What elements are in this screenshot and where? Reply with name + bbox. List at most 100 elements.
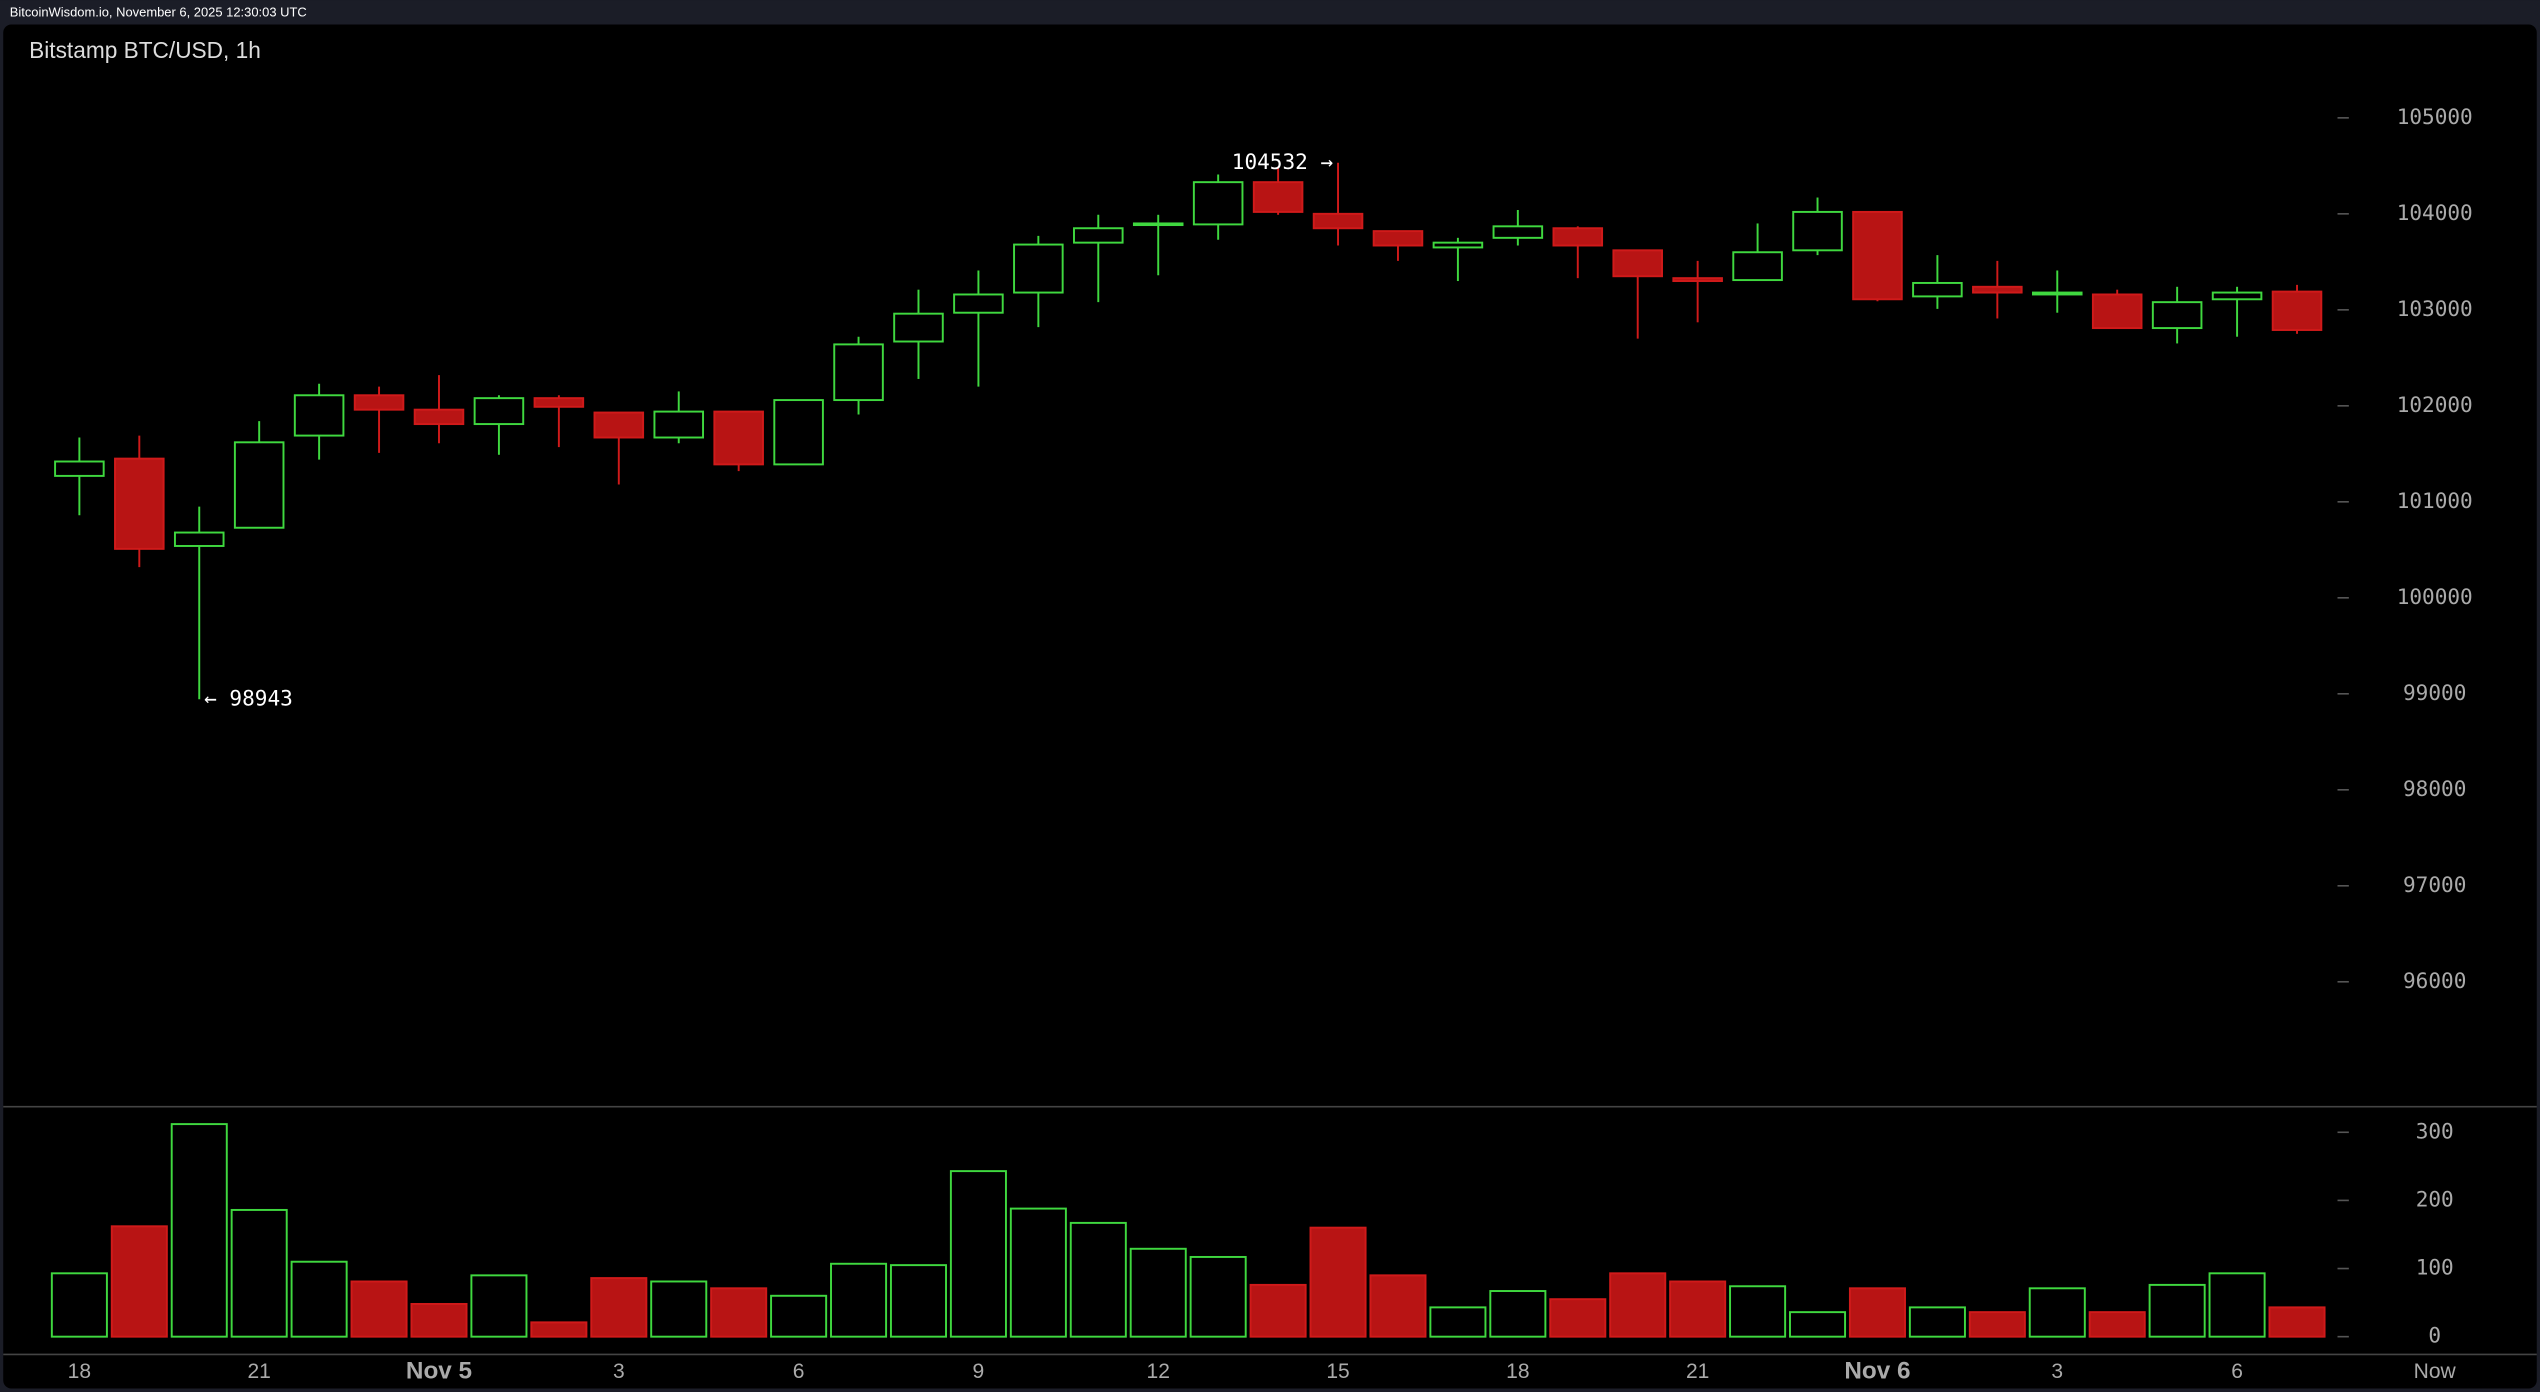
x-tick-label: 12 bbox=[1147, 1360, 1170, 1383]
candle-body bbox=[54, 460, 105, 477]
candle-body bbox=[2271, 290, 2323, 331]
volume-bar bbox=[1729, 1285, 1787, 1338]
candle-body bbox=[533, 397, 585, 408]
candle-body bbox=[833, 343, 884, 402]
volume-bar bbox=[1129, 1247, 1187, 1338]
volume-bar bbox=[1249, 1283, 1307, 1338]
candle-body bbox=[1492, 225, 1544, 239]
volume-bar bbox=[1369, 1274, 1427, 1338]
chart-title: Bitstamp BTC/USD, 1h bbox=[29, 37, 261, 63]
volume-bar bbox=[1848, 1287, 1906, 1338]
volume-bar bbox=[949, 1170, 1007, 1338]
candle-body bbox=[2032, 291, 2083, 296]
candle-body bbox=[953, 293, 1004, 314]
low-annotation: ← 98943 bbox=[204, 685, 293, 710]
y-tick-label: 102000 bbox=[2397, 392, 2473, 417]
candle-body bbox=[1132, 222, 1184, 227]
volume-bar bbox=[1669, 1280, 1727, 1338]
candle-body bbox=[1972, 285, 2023, 294]
candle-body bbox=[114, 457, 165, 550]
volume-bar bbox=[650, 1280, 708, 1338]
volume-bar bbox=[2028, 1287, 2086, 1338]
volume-bar bbox=[1968, 1311, 2026, 1338]
candle-body bbox=[1552, 227, 1604, 247]
volume-bar bbox=[110, 1225, 168, 1338]
volume-bar bbox=[1309, 1226, 1367, 1338]
candle-body bbox=[1912, 281, 1963, 298]
header-text: BitcoinWisdom.io, November 6, 2025 12:30… bbox=[10, 5, 307, 20]
y-tick-label: 105000 bbox=[2397, 104, 2473, 129]
volume-bar bbox=[1489, 1290, 1547, 1338]
candle-body bbox=[1252, 181, 1304, 213]
volume-bar bbox=[830, 1262, 888, 1338]
y-tick-label: 99000 bbox=[2403, 680, 2466, 705]
candle-body bbox=[1732, 251, 1783, 282]
volume-bar bbox=[770, 1294, 828, 1338]
candle-body bbox=[1612, 249, 1663, 278]
candle-body bbox=[413, 408, 465, 426]
y-tick-label: 103000 bbox=[2397, 296, 2473, 321]
y-tick-label: 104000 bbox=[2397, 200, 2473, 225]
volume-bar bbox=[470, 1274, 528, 1338]
x-tick-label: 6 bbox=[793, 1360, 805, 1383]
volume-bar bbox=[50, 1272, 108, 1338]
x-tick-label: 18 bbox=[1506, 1360, 1529, 1383]
volume-bar bbox=[290, 1260, 348, 1338]
volume-bar bbox=[170, 1123, 228, 1338]
candle-body bbox=[653, 410, 705, 439]
volume-bar bbox=[1549, 1298, 1607, 1338]
chart-panel bbox=[3, 24, 2537, 1389]
volume-bar bbox=[1189, 1255, 1247, 1338]
candle-body bbox=[1432, 241, 1484, 249]
candle-body bbox=[353, 394, 405, 411]
volume-bar bbox=[1009, 1207, 1067, 1338]
volume-bar bbox=[230, 1208, 288, 1338]
y-tick-label: 98000 bbox=[2403, 776, 2466, 801]
volume-bar bbox=[1069, 1221, 1127, 1338]
volume-bar bbox=[889, 1264, 947, 1338]
x-tick-label: 21 bbox=[1686, 1360, 1709, 1383]
candle-body bbox=[1013, 243, 1064, 294]
volume-bar bbox=[530, 1321, 588, 1338]
volume-bar bbox=[2268, 1306, 2326, 1338]
volume-bar bbox=[350, 1280, 408, 1338]
candle-body bbox=[1672, 277, 1723, 283]
volume-bar bbox=[1908, 1306, 1966, 1338]
candle-body bbox=[2091, 293, 2143, 330]
x-tick-label: 3 bbox=[613, 1360, 625, 1383]
candle-body bbox=[1073, 227, 1124, 244]
x-tick-label: 6 bbox=[2231, 1360, 2243, 1383]
volume-bar bbox=[710, 1287, 768, 1338]
volume-tick-label: 0 bbox=[2428, 1323, 2441, 1348]
x-tick-label: Nov 5 bbox=[406, 1358, 472, 1385]
x-tick-label: 15 bbox=[1326, 1360, 1349, 1383]
candle-body bbox=[473, 397, 525, 426]
volume-bar bbox=[1609, 1272, 1667, 1338]
candle-body bbox=[293, 394, 345, 437]
volume-bar bbox=[1429, 1306, 1487, 1338]
x-tick-label: Nov 6 bbox=[1844, 1358, 1910, 1385]
volume-bar bbox=[2088, 1311, 2146, 1338]
candle-body bbox=[2211, 291, 2263, 301]
candle-body bbox=[233, 441, 285, 529]
y-tick-label: 100000 bbox=[2397, 584, 2473, 609]
volume-bar bbox=[1789, 1311, 1847, 1338]
candle-body bbox=[1312, 212, 1364, 230]
candle-body bbox=[773, 399, 824, 466]
candle-body bbox=[1852, 210, 1903, 301]
candle-body bbox=[893, 312, 944, 343]
y-tick-label: 97000 bbox=[2403, 872, 2466, 897]
candle-body bbox=[173, 531, 225, 547]
high-annotation: 104532 → bbox=[1232, 149, 1333, 174]
volume-tick-label: 200 bbox=[2416, 1186, 2454, 1211]
candle-body bbox=[593, 411, 645, 439]
candle-body bbox=[1792, 210, 1843, 252]
candle-body bbox=[2151, 301, 2203, 330]
x-tick-label: 21 bbox=[247, 1360, 270, 1383]
volume-bar bbox=[2148, 1283, 2206, 1338]
candle-body bbox=[1372, 230, 1424, 247]
candle-body bbox=[1192, 181, 1244, 226]
volume-tick-label: 300 bbox=[2416, 1118, 2454, 1143]
